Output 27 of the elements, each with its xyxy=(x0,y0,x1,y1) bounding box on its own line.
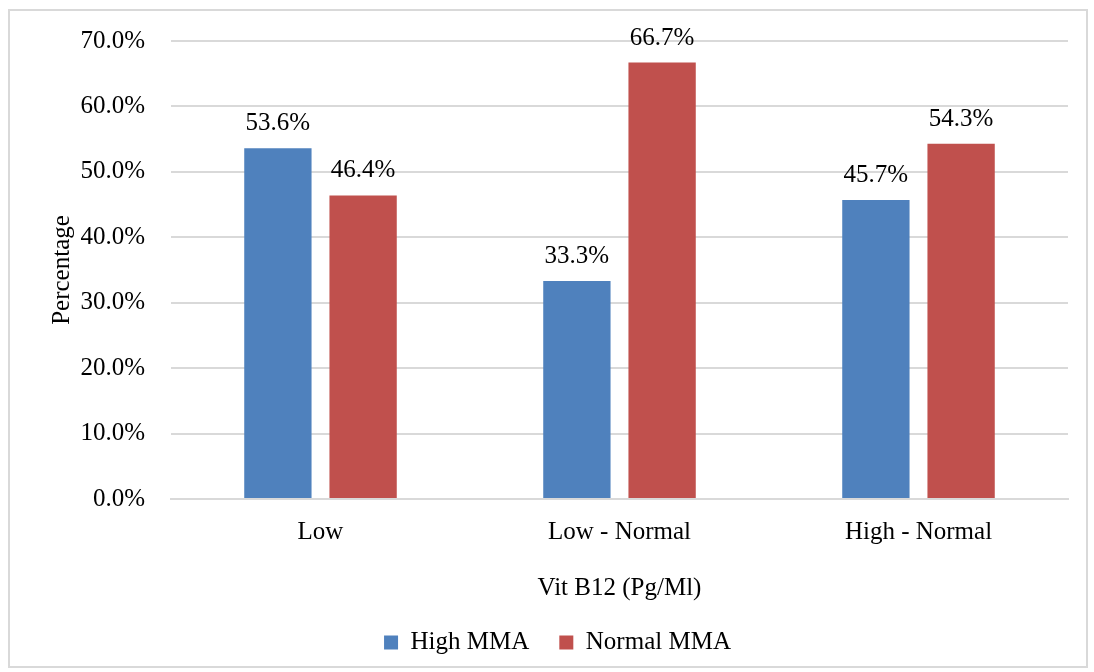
y-axis-title: Percentage xyxy=(46,215,74,325)
data-label: 46.4% xyxy=(330,155,396,183)
bar xyxy=(329,195,397,498)
y-tick-label: 20.0% xyxy=(80,352,145,380)
y-tick-label: 40.0% xyxy=(80,221,145,249)
y-tick-label: 60.0% xyxy=(80,90,145,118)
y-tick-label: 30.0% xyxy=(80,287,145,315)
x-axis-title: Vit B12 (Pg/Ml) xyxy=(537,572,702,601)
data-label: 54.3% xyxy=(928,103,994,131)
y-tick-label: 10.0% xyxy=(80,418,145,446)
data-label: 33.3% xyxy=(544,241,610,269)
data-label: 66.7% xyxy=(629,22,695,50)
y-tick-label: 50.0% xyxy=(80,156,145,184)
data-label: 53.6% xyxy=(245,108,311,136)
y-tick-label: 0.0% xyxy=(92,483,145,511)
legend-label: Normal MMA xyxy=(585,627,731,655)
bar xyxy=(628,62,696,498)
x-tick-label: High - Normal xyxy=(844,516,993,544)
bar xyxy=(543,281,611,498)
y-tick-label: 70.0% xyxy=(80,25,145,53)
x-tick-label: Low xyxy=(297,516,344,544)
legend-label: High MMA xyxy=(410,627,530,655)
bar xyxy=(842,199,910,498)
bar xyxy=(244,148,312,498)
data-label: 45.7% xyxy=(843,159,909,187)
x-tick-label: Low - Normal xyxy=(547,516,692,544)
bar xyxy=(927,143,995,498)
